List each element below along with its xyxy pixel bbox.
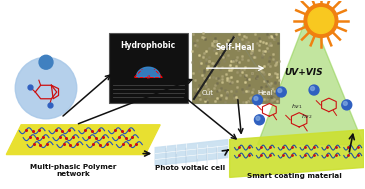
- Text: Photo voltaic cell: Photo voltaic cell: [155, 165, 225, 171]
- FancyBboxPatch shape: [192, 33, 279, 103]
- Circle shape: [304, 4, 338, 37]
- Polygon shape: [6, 125, 160, 155]
- Circle shape: [276, 87, 286, 97]
- FancyBboxPatch shape: [108, 33, 188, 103]
- Polygon shape: [137, 67, 160, 77]
- Circle shape: [342, 100, 352, 110]
- Circle shape: [309, 85, 319, 95]
- Text: Multi-phasic Polymer
network: Multi-phasic Polymer network: [30, 164, 116, 177]
- Circle shape: [308, 8, 334, 33]
- Text: $h\nu_1$: $h\nu_1$: [291, 102, 303, 111]
- Text: Smart coating material: Smart coating material: [247, 173, 342, 179]
- Circle shape: [343, 101, 347, 105]
- Circle shape: [254, 97, 258, 101]
- Polygon shape: [257, 11, 364, 145]
- Circle shape: [253, 95, 262, 105]
- Circle shape: [278, 88, 282, 92]
- Ellipse shape: [15, 57, 77, 119]
- Text: $\theta$: $\theta$: [146, 73, 151, 81]
- Text: Cut: Cut: [202, 90, 214, 96]
- Polygon shape: [155, 140, 228, 166]
- Text: Self-Heal: Self-Heal: [216, 43, 255, 52]
- Text: Heal: Heal: [257, 90, 273, 96]
- Polygon shape: [230, 130, 364, 177]
- Text: $h\nu_2$: $h\nu_2$: [301, 112, 313, 121]
- Circle shape: [256, 116, 260, 120]
- Circle shape: [254, 115, 264, 125]
- Ellipse shape: [39, 55, 53, 69]
- Text: UV+VIS: UV+VIS: [285, 68, 323, 77]
- Text: Hydrophobic: Hydrophobic: [120, 41, 176, 50]
- Circle shape: [311, 87, 315, 91]
